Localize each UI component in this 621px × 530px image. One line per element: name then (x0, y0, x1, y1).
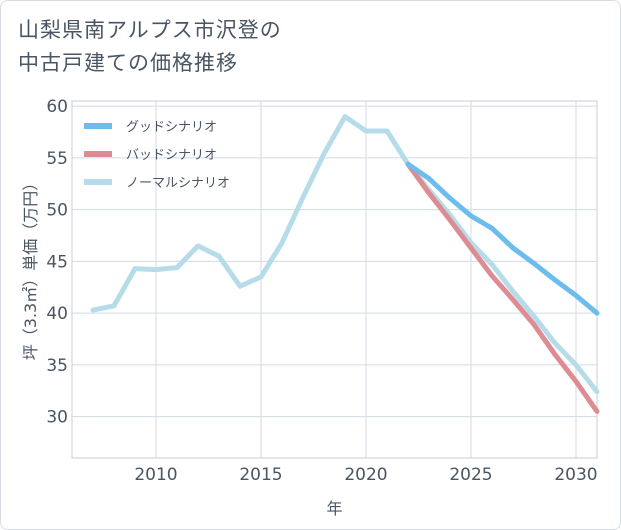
y-tick-label: 40 (46, 304, 68, 324)
series-line-normal (90, 114, 600, 395)
legend-label-good: グッドシナリオ (126, 120, 217, 135)
y-axis-title: 坪（3.3㎡）単価（万円） (21, 175, 40, 360)
y-tick-label: 30 (46, 408, 68, 428)
grid (72, 101, 597, 458)
x-axis-title: 年 (326, 499, 342, 518)
y-tick-label: 50 (46, 201, 68, 221)
x-tick-label: 2020 (344, 465, 387, 485)
chart-title: 山梨県南アルプス市沢登の 中古戸建ての価格推移 (18, 18, 282, 75)
legend-label-normal: ノーマルシナリオ (126, 176, 230, 191)
series-line-bad (405, 161, 600, 414)
x-tick-label: 2015 (239, 465, 282, 485)
x-tick-label: 2030 (554, 465, 597, 485)
x-tick-label: 2010 (134, 465, 177, 485)
y-tick-label: 55 (46, 149, 68, 169)
x-tick-label: 2025 (449, 465, 492, 485)
y-tick-label: 45 (46, 252, 68, 272)
plot-border (71, 100, 598, 459)
series-line-good (405, 161, 600, 316)
legend-label-bad: バッドシナリオ (126, 148, 217, 163)
y-tick-label: 35 (46, 356, 68, 376)
series-layer (90, 114, 600, 414)
y-tick-label: 60 (46, 97, 68, 117)
tick-labels: 2010 2015 2020 2025 2030 30 35 40 45 50 55 60 (46, 97, 597, 485)
